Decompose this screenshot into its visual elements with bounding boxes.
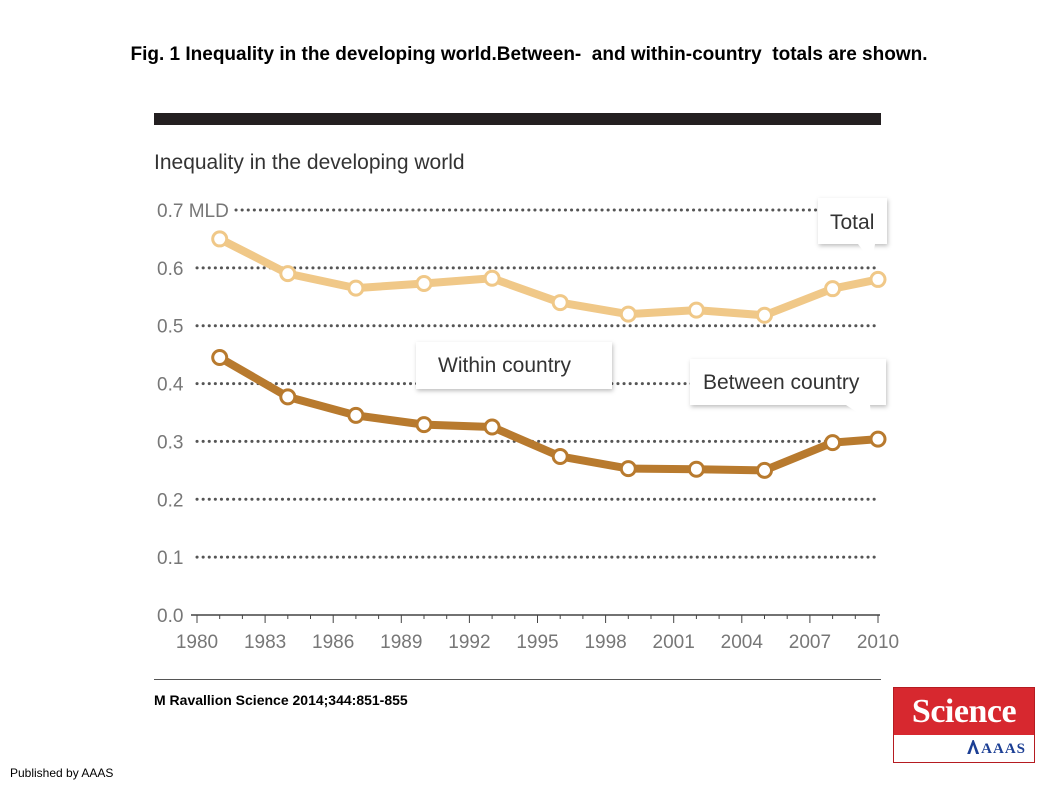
data-point bbox=[869, 270, 887, 288]
series-between-country bbox=[211, 349, 887, 479]
chart-top-bar bbox=[154, 113, 881, 125]
y-tick-label: 0.3 bbox=[157, 432, 183, 453]
data-point bbox=[279, 265, 297, 283]
callout-within-country: Within country bbox=[416, 342, 612, 389]
annotation-total: Total bbox=[830, 211, 874, 234]
chart-title: Inequality in the developing world bbox=[154, 151, 465, 174]
citation: M Ravallion Science 2014;344:851-855 bbox=[154, 692, 408, 708]
separator-line bbox=[154, 679, 881, 680]
callout-between-country: Between country bbox=[690, 359, 886, 422]
callout-total: Total bbox=[818, 198, 887, 262]
series-layer bbox=[211, 230, 887, 479]
series-total bbox=[211, 230, 887, 324]
x-tick-label: 1983 bbox=[244, 632, 286, 653]
data-point bbox=[483, 269, 501, 287]
x-tick-label: 2007 bbox=[789, 632, 831, 653]
data-point bbox=[551, 447, 569, 465]
annotation-within-country: Within country bbox=[438, 354, 572, 377]
data-point bbox=[869, 430, 887, 448]
data-point bbox=[687, 460, 705, 478]
x-tick-label: 1980 bbox=[176, 632, 218, 653]
x-tick-label: 1989 bbox=[380, 632, 422, 653]
y-tick-label: 0.0 bbox=[157, 606, 183, 627]
data-point bbox=[824, 280, 842, 298]
data-point bbox=[687, 301, 705, 319]
data-point bbox=[619, 460, 637, 478]
aaas-mark-icon bbox=[967, 740, 980, 754]
y-tick-labels: 0.0 0.1 0.2 0.3 0.4 0.5 0.6 0.7 MLD bbox=[157, 201, 229, 627]
data-point bbox=[756, 461, 773, 479]
x-tick-label: 2004 bbox=[721, 632, 764, 653]
x-tick-label: 2010 bbox=[857, 632, 899, 653]
science-aaas-logo: Science AAAS bbox=[893, 687, 1035, 763]
y-tick-label: 0.5 bbox=[157, 317, 183, 338]
data-point bbox=[279, 388, 297, 406]
data-point bbox=[483, 418, 501, 436]
x-axis: 1980 1983 1986 1989 1992 1995 1998 2001 2004 2007… bbox=[176, 614, 899, 653]
series-line bbox=[215, 234, 882, 320]
x-tick-label: 1986 bbox=[312, 632, 354, 653]
y-tick-label: 0.4 bbox=[157, 375, 184, 396]
data-point bbox=[551, 294, 569, 312]
data-point bbox=[347, 279, 365, 297]
x-tick-label: 1998 bbox=[584, 632, 626, 653]
data-point bbox=[415, 274, 433, 292]
y-tick-label: 0.6 bbox=[157, 259, 183, 280]
logo-science-text: Science bbox=[894, 688, 1034, 735]
published-by: Published by AAAS bbox=[10, 766, 114, 780]
x-tick-label: 1995 bbox=[516, 632, 558, 653]
y-tick-label: 0.2 bbox=[157, 490, 183, 511]
line-chart: Inequality in the developing world 0.00.… bbox=[154, 151, 899, 653]
data-point bbox=[211, 230, 229, 248]
y-tick-label: 0.1 bbox=[157, 548, 183, 569]
data-point bbox=[824, 434, 842, 452]
data-point bbox=[211, 349, 229, 367]
logo-aaas-text: AAAS bbox=[894, 735, 1034, 762]
figure-title: Fig. 1 Inequality in the developing worl… bbox=[130, 44, 928, 65]
data-point bbox=[415, 416, 433, 434]
annotation-between-country: Between country bbox=[703, 371, 860, 394]
x-tick-label: 1992 bbox=[448, 632, 490, 653]
data-point bbox=[347, 406, 365, 424]
x-tick-label: 2001 bbox=[653, 632, 695, 653]
data-point bbox=[619, 305, 637, 323]
data-point bbox=[756, 306, 773, 324]
y-tick-label: 0.7 MLD bbox=[157, 201, 229, 222]
